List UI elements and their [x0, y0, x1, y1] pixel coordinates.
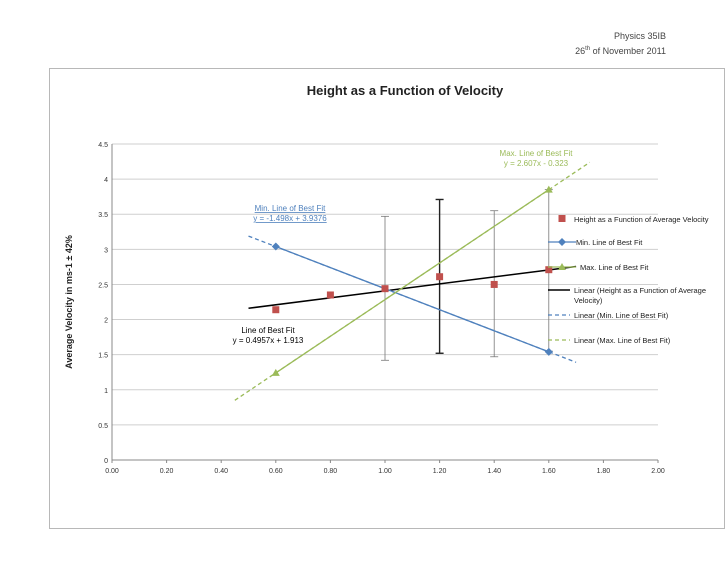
y-tick-label: 2 [104, 318, 108, 325]
y-tick-label: 2.5 [98, 282, 108, 289]
y-tick-label: 4.5 [98, 142, 108, 149]
max-fit-marker [271, 368, 280, 376]
legend-marker [558, 215, 566, 222]
x-tick-label: 0.00 [105, 468, 119, 475]
document-date: 26th of November 2011 [575, 43, 666, 58]
course-name: Physics 35IB [613, 31, 666, 41]
data-point [272, 306, 280, 314]
date-day-suffix: th [585, 46, 591, 52]
data-point [490, 280, 498, 288]
legend-label: Linear (Max. Line of Best Fit) [574, 336, 671, 345]
y-tick-label: 0 [104, 458, 108, 465]
max-fit-series-line [275, 189, 550, 374]
data-point [545, 266, 553, 274]
x-tick-label: 2.00 [651, 468, 665, 475]
legend-label: Velocity) [574, 296, 603, 305]
date-day: 26 [575, 46, 586, 56]
y-tick-label: 1.5 [98, 353, 108, 360]
trendline-best-fit [248, 265, 577, 310]
min-fit-marker [271, 242, 280, 251]
x-tick-label: 0.60 [269, 468, 283, 475]
best-fit-equation: y = 0.4957x + 1.913 [233, 336, 304, 345]
max-fit-label: Max. Line of Best Fit [500, 149, 574, 158]
chart-frame [49, 68, 725, 529]
x-tick-label: 0.20 [160, 468, 174, 475]
legend-label: Height as a Function of Average Velocity [574, 215, 709, 224]
legend-label: Min. Line of Best Fit [576, 238, 643, 247]
min-fit-series-line [275, 245, 550, 353]
y-tick-label: 0.5 [98, 423, 108, 430]
y-tick-label: 4 [104, 177, 108, 184]
max-fit-equation: y = 2.607x - 0.323 [504, 159, 569, 168]
legend-marker [558, 263, 566, 270]
best-fit-label: Line of Best Fit [241, 326, 295, 335]
min-fit-equation: y = -1.498x + 3.9376 [253, 214, 327, 223]
legend-label: Linear (Min. Line of Best Fit) [574, 311, 669, 320]
y-tick-label: 3.5 [98, 212, 108, 219]
y-tick-label: 1 [104, 388, 108, 395]
x-tick-label: 1.60 [542, 468, 556, 475]
date-month-year: of November 2011 [592, 46, 666, 56]
min-fit-label: Min. Line of Best Fit [255, 204, 326, 213]
legend-label: Linear (Height as a Function of Average [574, 286, 706, 295]
y-axis-label: Average Velocity in ms-1 ± 42% [64, 235, 74, 369]
x-tick-label: 1.00 [378, 468, 392, 475]
min-fit-marker [544, 347, 553, 356]
max-fit-marker [544, 185, 553, 193]
x-tick-label: 0.80 [324, 468, 338, 475]
x-tick-label: 1.20 [433, 468, 447, 475]
legend-label: Max. Line of Best Fit [580, 263, 649, 272]
y-tick-label: 3 [104, 247, 108, 254]
x-tick-label: 1.40 [487, 468, 501, 475]
legend-marker [558, 238, 566, 246]
chart-title: Height as a Function of Velocity [307, 83, 504, 98]
x-tick-label: 0.40 [214, 468, 228, 475]
data-point [326, 291, 334, 299]
data-point [436, 273, 444, 281]
x-tick-label: 1.80 [597, 468, 611, 475]
document-header: Physics 35IB 26th of November 2011 [575, 30, 666, 58]
data-point [381, 285, 389, 293]
